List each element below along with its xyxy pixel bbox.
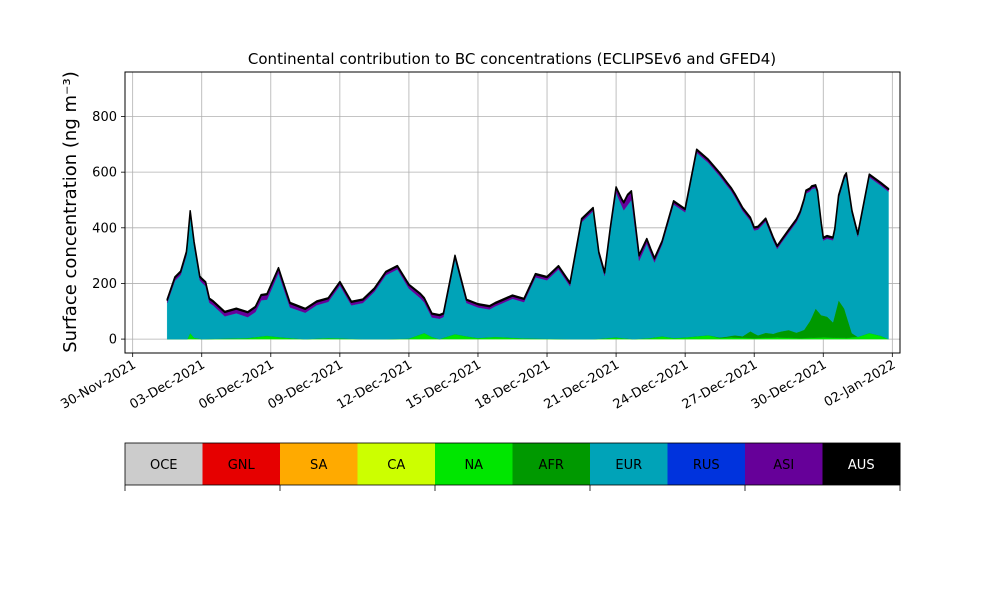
legend-swatch-rus (667, 443, 746, 485)
chart-title: Continental contribution to BC concentra… (248, 50, 776, 68)
x-tick-label: 06-Dec-2021 (196, 357, 276, 412)
legend-swatch-eur (590, 443, 668, 485)
x-tick-label: 30-Nov-2021 (58, 357, 138, 412)
axes-spines (124, 71, 901, 354)
y-tick-labels: 0 200 400 600 800 (92, 110, 117, 348)
y-tick-label: 600 (92, 166, 117, 181)
x-tick-label: 24-Dec-2021 (611, 357, 691, 412)
y-tick-label: 0 (109, 333, 117, 348)
legend-label-na: NA (464, 458, 483, 473)
legend-label-asi: ASI (773, 458, 794, 473)
legend-swatch-oce (125, 443, 203, 485)
y-tick-label: 400 (92, 221, 117, 236)
x-tick-label: 15-Dec-2021 (404, 357, 484, 412)
legend-label-aus: AUS (848, 458, 875, 473)
legend-label-afr: AFR (539, 458, 564, 473)
area-series-eur (167, 152, 889, 340)
legend-swatch-gnl (202, 443, 281, 485)
x-tick-label: 09-Dec-2021 (265, 357, 345, 412)
legend-swatch-afr (512, 443, 591, 485)
axes-frame (121, 71, 901, 357)
x-tick-label: 21-Dec-2021 (542, 357, 622, 412)
legend-label-gnl: GNL (228, 458, 256, 473)
legend-swatch-ca (357, 443, 436, 485)
area-series-aus (166, 148, 890, 317)
legend-label-rus: RUS (693, 458, 720, 473)
x-tick-label: 30-Dec-2021 (749, 357, 829, 412)
x-tick-label: 03-Dec-2021 (127, 357, 207, 412)
x-tick-label: 18-Dec-2021 (473, 357, 553, 412)
legend-swatch-aus (822, 443, 901, 485)
legend-swatch-na (435, 443, 513, 485)
legend-label-ca: CA (387, 458, 405, 473)
x-tick-labels: 30-Nov-202103-Dec-202106-Dec-202109-Dec-… (58, 357, 898, 412)
legend-colorbar: OCE GNL SA CA NA AFR EUR RUS ASI AUS (124, 442, 901, 491)
legend-swatch-sa (280, 443, 358, 485)
legend-label-eur: EUR (615, 458, 642, 473)
y-axis-label: Surface concentration (ng m⁻³) (60, 71, 81, 353)
x-tick-label: 27-Dec-2021 (680, 357, 760, 412)
legend-label-sa: SA (310, 458, 327, 473)
legend-label-oce: OCE (150, 458, 178, 473)
x-tick-label: 12-Dec-2021 (335, 357, 415, 412)
x-tick-label: 02-Jan-2022 (822, 357, 899, 410)
y-tick-label: 800 (92, 110, 117, 125)
y-tick-label: 200 (92, 277, 117, 292)
area-layer (166, 148, 890, 340)
legend-swatch-asi (745, 443, 823, 485)
legend-frame (124, 442, 901, 486)
